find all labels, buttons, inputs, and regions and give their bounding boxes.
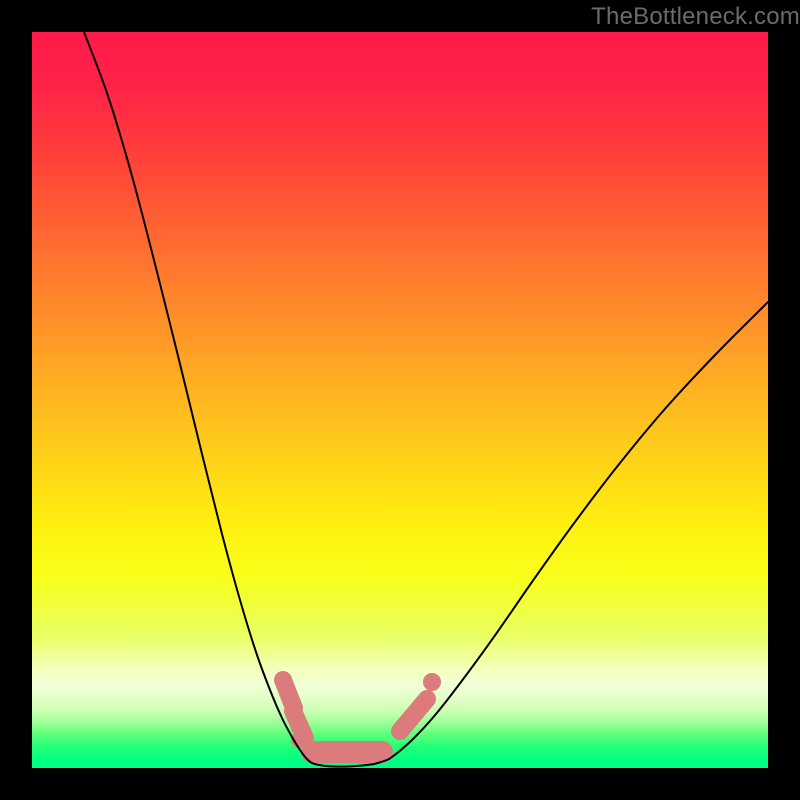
marker-segments: [283, 673, 441, 752]
plot-area: [32, 32, 768, 768]
watermark-text: TheBottleneck.com: [591, 3, 800, 31]
chart-frame: TheBottleneck.com: [0, 0, 800, 800]
curve-overlay: [32, 32, 768, 768]
v-notch-curve: [84, 32, 768, 767]
